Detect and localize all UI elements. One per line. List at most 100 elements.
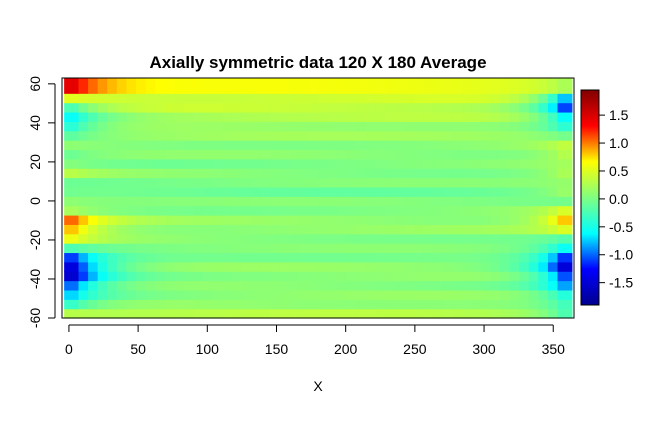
heatmap-cell: [327, 214, 338, 225]
heatmap-cell: [135, 224, 147, 235]
heatmap-cell: [528, 168, 539, 179]
heatmap-cell: [519, 252, 530, 263]
heatmap-cell: [538, 121, 549, 132]
heatmap-cell: [385, 130, 396, 141]
heatmap-cell: [241, 271, 252, 282]
heatmap-cell: [298, 252, 310, 263]
heatmap-cell: [375, 78, 386, 94]
heatmap-cell: [270, 102, 281, 113]
x-tick-label: 350: [542, 341, 566, 357]
heatmap-cell: [471, 102, 482, 113]
heatmap-cell: [155, 177, 166, 188]
heatmap-cell: [480, 271, 492, 282]
heatmap-cell: [97, 93, 108, 104]
heatmap-cell: [97, 214, 108, 225]
heatmap-cell: [155, 93, 166, 104]
heatmap-cell: [193, 168, 204, 179]
heatmap-cell: [547, 168, 559, 179]
heatmap-cell: [193, 158, 204, 169]
heatmap-cell: [528, 308, 539, 319]
heatmap-cell: [547, 299, 559, 310]
heatmap-cell: [78, 196, 89, 207]
heatmap-cell: [212, 289, 223, 300]
heatmap-cell: [126, 130, 137, 141]
heatmap-cell: [452, 233, 463, 244]
heatmap-cell: [471, 299, 482, 310]
heatmap-cell: [365, 280, 377, 291]
heatmap-cell: [337, 186, 348, 197]
heatmap-cell: [385, 102, 396, 113]
heatmap-cell: [375, 168, 386, 179]
colorbar-frame: [580, 89, 600, 306]
heatmap-cell: [346, 289, 357, 300]
heatmap-cell: [337, 149, 348, 160]
heatmap-cell: [183, 289, 195, 300]
heatmap-cell: [356, 121, 367, 132]
heatmap-cell: [250, 299, 262, 310]
heatmap-cell: [88, 196, 99, 207]
heatmap-cell: [135, 158, 147, 169]
heatmap-cell: [174, 111, 185, 122]
heatmap-cell: [231, 111, 242, 122]
heatmap-cell: [423, 121, 434, 132]
heatmap-cell: [174, 252, 185, 263]
heatmap-cell: [145, 280, 156, 291]
heatmap-cell: [337, 158, 348, 169]
colorbar-tick-label: -1.0: [609, 247, 633, 263]
heatmap-cell: [547, 130, 559, 141]
colorbar-gradient: [581, 90, 599, 305]
heatmap-cell: [289, 224, 300, 235]
heatmap-cell: [270, 233, 281, 244]
y-axis: -60 -40 -20 0 20 40 60: [27, 76, 56, 328]
heatmap-cell: [183, 214, 195, 225]
heatmap-cell: [88, 280, 99, 291]
heatmap-cell: [490, 102, 501, 113]
heatmap-cell: [203, 111, 214, 122]
heatmap-cell: [547, 158, 559, 169]
heatmap-cell: [500, 186, 511, 197]
heatmap-cell: [155, 130, 166, 141]
heatmap-cell: [308, 168, 319, 179]
heatmap-cell: [471, 289, 482, 300]
heatmap-cell: [88, 261, 99, 272]
heatmap-cell: [289, 102, 300, 113]
heatmap-cell: [88, 233, 99, 244]
heatmap-cell: [64, 130, 80, 141]
heatmap-cell: [509, 78, 520, 94]
heatmap-cell: [318, 93, 329, 104]
heatmap-cell: [375, 93, 386, 104]
heatmap-cell: [193, 289, 204, 300]
heatmap-cell: [346, 93, 357, 104]
heatmap-cell: [64, 205, 80, 216]
heatmap-cell: [308, 289, 319, 300]
heatmap-cell: [270, 214, 281, 225]
heatmap-cell: [222, 224, 233, 235]
heatmap-cell: [308, 121, 319, 132]
heatmap-cell: [337, 243, 348, 254]
heatmap-cell: [88, 243, 99, 254]
heatmap-cell: [509, 196, 520, 207]
heatmap-cell: [385, 196, 396, 207]
heatmap-cell: [64, 168, 80, 179]
heatmap-cell: [308, 130, 319, 141]
heatmap-cell: [337, 289, 348, 300]
heatmap-cell: [78, 271, 89, 282]
heatmap-cell: [155, 308, 166, 319]
heatmap-cell: [231, 121, 242, 132]
heatmap-cell: [250, 243, 262, 254]
heatmap-cell: [308, 158, 319, 169]
heatmap-cell: [231, 149, 242, 160]
heatmap-cell: [135, 243, 147, 254]
heatmap-cell: [385, 252, 396, 263]
heatmap-cell: [490, 111, 501, 122]
heatmap-cell: [365, 308, 377, 319]
heatmap-cell: [260, 168, 271, 179]
heatmap-cell: [519, 140, 530, 151]
heatmap-cell: [241, 280, 252, 291]
heatmap-cell: [375, 158, 386, 169]
heatmap-cell: [461, 186, 472, 197]
heatmap-cell: [212, 149, 223, 160]
heatmap-cell: [538, 214, 549, 225]
heatmap-cell: [547, 149, 559, 160]
heatmap-cell: [404, 289, 415, 300]
